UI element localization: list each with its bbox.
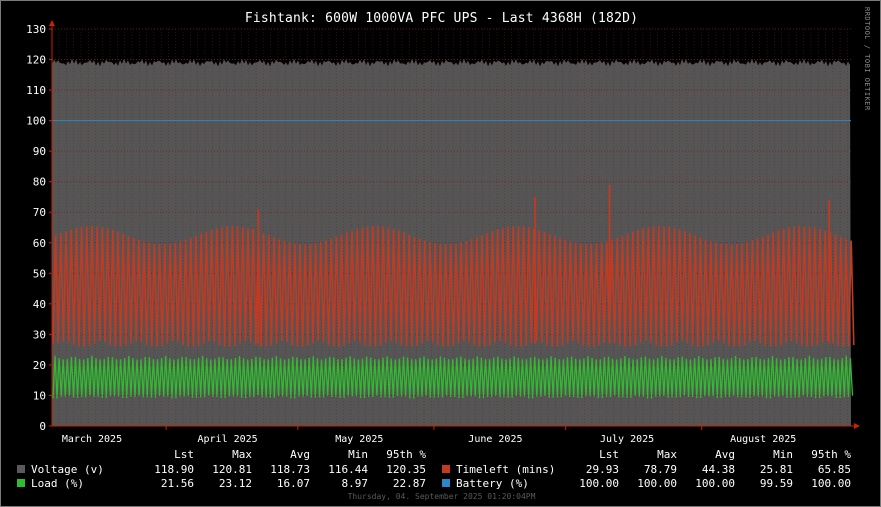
y-tick-label: 70 [33,206,46,219]
y-tick-label: 120 [26,54,46,67]
legend-value: 22.87 [393,477,426,490]
y-tick-label: 20 [33,359,46,372]
plot-area [52,28,855,426]
legend: Lst Max Avg Min 95th % Lst Max Avg Min 95th % Volt… [17,448,851,490]
legend-value: 29.93 [586,463,619,476]
legend-value: 100.00 [695,477,735,490]
legend-header: Avg [290,448,310,461]
legend-value: 21.56 [161,477,194,490]
y-tick-label: 90 [33,145,46,158]
y-tick-label: 10 [33,389,46,402]
x-tick-label: May 2025 [335,434,383,445]
y-tick-label: 30 [33,328,46,341]
x-tick-label: July 2025 [600,434,654,445]
legend-value: 25.81 [760,463,793,476]
legend-value: 116.44 [328,463,368,476]
legend-header: Max [232,448,252,461]
legend-value: 65.85 [818,463,851,476]
y-tick-label: 50 [33,267,46,280]
chart-title: Fishtank: 600W 1000VA PFC UPS - Last 436… [244,11,639,26]
y-tick-label: 0 [39,420,46,433]
legend-header: Min [348,448,368,461]
y-tick-label: 80 [33,176,46,189]
legend-value: 118.90 [154,463,194,476]
y-tick-label: 60 [33,237,46,250]
legend-value: 118.73 [270,463,310,476]
legend-swatch [17,465,25,473]
x-axis-arrow [854,423,860,429]
legend-value: 8.97 [342,477,369,490]
y-tick-label: 100 [26,115,46,128]
legend-value: 78.79 [644,463,677,476]
timeleft-series [52,225,855,347]
x-tick-label: April 2025 [197,434,257,445]
legend-header: 95th % [811,448,851,461]
legend-series-name: Voltage (v) [31,463,104,476]
legend-value: 120.81 [212,463,252,476]
legend-value: 100.00 [579,477,619,490]
render-timestamp: Thursday, 04. September 2025 01:20:04PM [347,492,536,501]
x-tick-label: August 2025 [730,434,796,445]
legend-value: 44.38 [702,463,735,476]
legend-series-name: Battery (%) [456,477,529,490]
axes: 0 10 20 30 40 50 60 70 80 90 100 110 120 130 March 202… [26,20,860,445]
legend-value: 120.35 [386,463,426,476]
y-tick-label: 40 [33,298,46,311]
legend-value: 23.12 [219,477,252,490]
legend-swatch [17,479,25,487]
legend-header: Max [657,448,677,461]
x-tick-label: June 2025 [468,434,522,445]
y-tick-label: 110 [26,84,46,97]
rrdtool-watermark: RRDTOOL / TOBI OETIKER [863,7,871,111]
legend-value: 99.59 [760,477,793,490]
y-axis-arrow [49,20,55,26]
load-series [52,355,854,399]
legend-header: Lst [174,448,194,461]
legend-swatch [442,479,450,487]
legend-header: Min [773,448,793,461]
y-tick-label: 130 [26,23,46,36]
legend-value: 100.00 [811,477,851,490]
x-tick-label: March 2025 [62,434,122,445]
legend-header: Lst [599,448,619,461]
legend-value: 100.00 [637,477,677,490]
legend-value: 16.07 [277,477,310,490]
legend-header: 95th % [386,448,426,461]
legend-swatch [442,465,450,473]
legend-series-name: Load (%) [31,477,84,490]
legend-header: Avg [715,448,735,461]
legend-series-name: Timeleft (mins) [456,463,555,476]
